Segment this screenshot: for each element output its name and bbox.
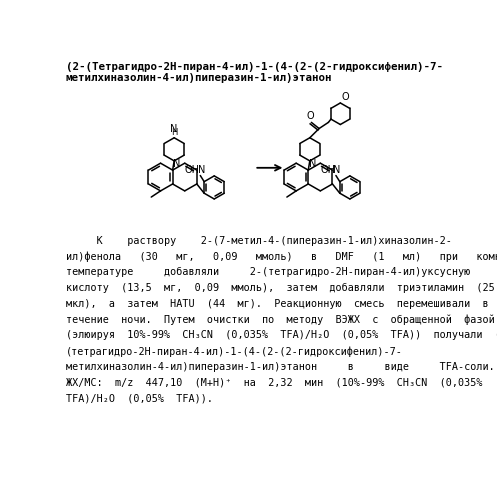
Text: TFA)/H₂O  (0,05%  TFA)).: TFA)/H₂O (0,05% TFA)).: [66, 394, 213, 404]
Text: К    раствору    2-(7-метил-4-(пиперазин-1-ил)хиназолин-2-: К раствору 2-(7-метил-4-(пиперазин-1-ил)…: [66, 236, 452, 246]
Text: N: N: [309, 160, 317, 170]
Text: N: N: [173, 160, 181, 170]
Text: N: N: [198, 165, 205, 175]
Text: O: O: [307, 111, 315, 121]
Text: (тетрагидро-2Н-пиран-4-ил)-1-(4-(2-(2-гидроксифенил)-7-: (тетрагидро-2Н-пиран-4-ил)-1-(4-(2-(2-ги…: [66, 346, 403, 356]
Text: H: H: [171, 128, 177, 137]
Text: N: N: [170, 124, 178, 134]
Text: мкл),  а  затем  HATU  (44  мг).  Реакционную  смесь  перемешивали  в: мкл), а затем HATU (44 мг). Реакционную …: [66, 298, 489, 308]
Text: (2-(Тетрагидро-2Н-пиран-4-ил)-1-(4-(2-(2-гидроксифенил)-7-: (2-(Тетрагидро-2Н-пиран-4-ил)-1-(4-(2-(2…: [66, 62, 443, 72]
Text: течение  ночи.  Путем  очистки  по  методу  ВЭЖХ  с  обращенной  фазой: течение ночи. Путем очистки по методу ВЭ…: [66, 314, 495, 325]
Text: OH: OH: [320, 164, 335, 174]
Text: метилхиназолин-4-ил)пиперазин-1-ил)этанон: метилхиназолин-4-ил)пиперазин-1-ил)этано…: [66, 73, 332, 83]
Text: (элюируя  10%-99%  CH₃CN  (0,035%  TFA)/H₂O  (0,05%  TFA))  получали  (2-: (элюируя 10%-99% CH₃CN (0,035% TFA)/H₂O …: [66, 330, 497, 340]
Text: метилхиназолин-4-ил)пиперазин-1-ил)этанон     в     виде     TFA-соли.: метилхиназолин-4-ил)пиперазин-1-ил)этано…: [66, 362, 495, 372]
Text: OH: OH: [184, 164, 199, 174]
Text: O: O: [341, 92, 349, 102]
Text: кислоту  (13,5  мг,  0,09  ммоль),  затем  добавляли  триэтиламин  (25: кислоту (13,5 мг, 0,09 ммоль), затем доб…: [66, 283, 495, 293]
Text: ЖХ/МС:  m/z  447,10  (М+Н)⁺  на  2,32  мин  (10%-99%  CH₃CN  (0,035%: ЖХ/МС: m/z 447,10 (М+Н)⁺ на 2,32 мин (10…: [66, 378, 483, 388]
Text: N: N: [333, 165, 340, 175]
Text: ил)фенола   (30   мг,   0,09   ммоль)   в   DMF   (1   мл)   при   комнатной: ил)фенола (30 мг, 0,09 ммоль) в DMF (1 м…: [66, 252, 497, 262]
Text: температуре     добавляли     2-(тетрагидро-2Н-пиран-4-ил)уксусную: температуре добавляли 2-(тетрагидро-2Н-п…: [66, 267, 470, 277]
